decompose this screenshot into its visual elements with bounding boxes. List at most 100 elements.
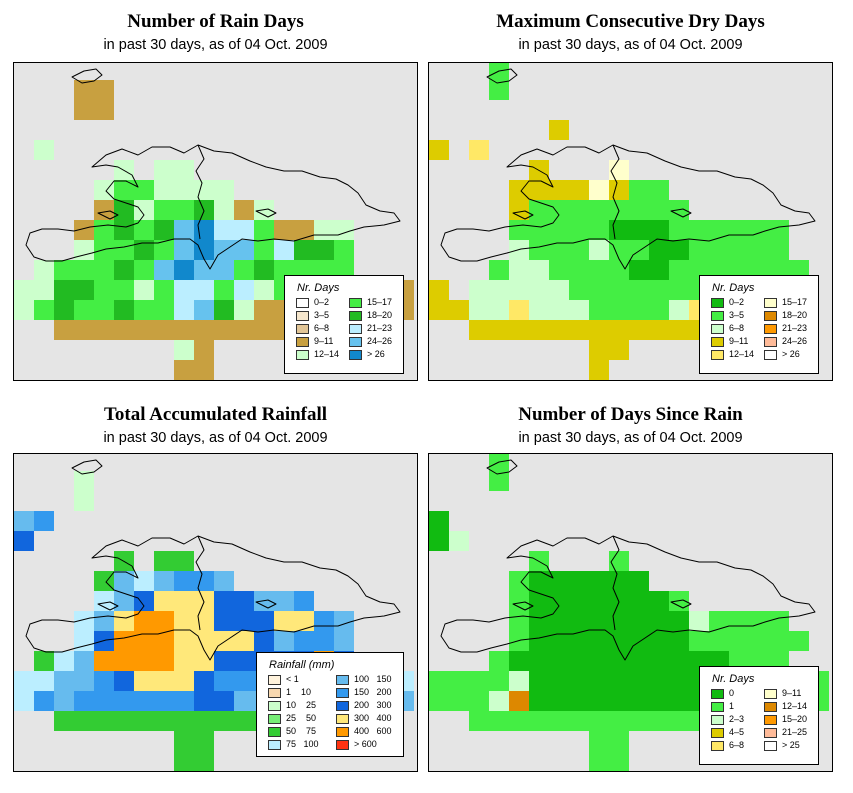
- grid-cell: [134, 711, 154, 731]
- grid-cell: [114, 220, 134, 240]
- grid-cell: [509, 651, 529, 671]
- legend-swatch: [336, 727, 349, 737]
- grid-cell: [114, 591, 134, 611]
- grid-cell: [529, 631, 549, 651]
- grid-cell: [254, 300, 274, 320]
- legend-label: 3–5: [729, 310, 745, 320]
- grid-cell: [234, 260, 254, 280]
- grid-cell: [134, 571, 154, 591]
- grid-cell: [449, 671, 469, 691]
- legend-swatch: [349, 350, 362, 360]
- grid-cell: [629, 320, 649, 340]
- grid-cell: [74, 691, 94, 711]
- grid-cell: [94, 651, 114, 671]
- grid-cell: [709, 631, 729, 651]
- grid-cell: [569, 571, 589, 591]
- legend-label: 24–26: [782, 336, 808, 346]
- grid-cell: [669, 260, 689, 280]
- grid-cell: [609, 240, 629, 260]
- grid-cell: [429, 511, 449, 531]
- legend-label: 21–23: [782, 323, 808, 333]
- grid-cell: [669, 320, 689, 340]
- grid-cell: [629, 571, 649, 591]
- grid-cell: [449, 531, 469, 551]
- grid-cell: [194, 340, 214, 360]
- grid-cell: [334, 240, 354, 260]
- grid-cell: [489, 320, 509, 340]
- grid-cell: [529, 260, 549, 280]
- grid-cell: [94, 571, 114, 591]
- legend-title: Nr. Days: [297, 282, 340, 294]
- grid-cell: [134, 611, 154, 631]
- legend-swatch: [296, 337, 309, 347]
- grid-cell: [529, 711, 549, 731]
- grid-cell: [589, 631, 609, 651]
- grid-cell: [134, 631, 154, 651]
- grid-cell: [154, 200, 174, 220]
- grid-cell: [34, 260, 54, 280]
- legend-swatch: [711, 311, 724, 321]
- grid-cell: [469, 280, 489, 300]
- grid-cell: [114, 180, 134, 200]
- grid-cell: [469, 671, 489, 691]
- legend-swatch: [336, 701, 349, 711]
- grid-cell: [649, 320, 669, 340]
- grid-cell: [529, 300, 549, 320]
- legend-label: 10 25: [286, 700, 317, 710]
- grid-cell: [549, 120, 569, 140]
- grid-cell: [134, 651, 154, 671]
- coastline: [486, 68, 518, 84]
- grid-cell: [274, 631, 294, 651]
- grid-cell: [649, 651, 669, 671]
- legend-swatch: [296, 298, 309, 308]
- grid-cell: [254, 611, 274, 631]
- grid-cell: [174, 360, 194, 380]
- grid-cell: [569, 320, 589, 340]
- grid-cell: [689, 220, 709, 240]
- grid-cell: [214, 240, 234, 260]
- grid-cell: [34, 651, 54, 671]
- grid-cell: [194, 631, 214, 651]
- grid-cell: [54, 280, 74, 300]
- legend-swatch: [336, 688, 349, 698]
- grid-cell: [569, 200, 589, 220]
- legend-swatch: [764, 350, 777, 360]
- grid-cell: [629, 180, 649, 200]
- grid-cell: [549, 651, 569, 671]
- grid-cell: [549, 200, 569, 220]
- grid-cell: [14, 511, 34, 531]
- grid-cell: [234, 591, 254, 611]
- legend-label: 18–20: [367, 310, 393, 320]
- grid-cell: [769, 611, 789, 631]
- grid-cell: [94, 100, 114, 120]
- legend-swatch: [711, 337, 724, 347]
- grid-cell: [74, 471, 94, 491]
- coastline: [25, 535, 401, 661]
- grid-cell: [569, 220, 589, 240]
- grid-cell: [609, 711, 629, 731]
- grid-cell: [609, 751, 629, 771]
- coastline: [25, 144, 401, 270]
- grid-cell: [254, 260, 274, 280]
- grid-cell: [154, 220, 174, 240]
- grid-cell: [509, 320, 529, 340]
- grid-cell: [74, 611, 94, 631]
- grid-cell: [134, 671, 154, 691]
- grid-cell: [74, 280, 94, 300]
- grid-cell: [234, 611, 254, 631]
- grid-cell: [274, 240, 294, 260]
- grid-cell: [429, 300, 449, 320]
- grid-cell: [629, 240, 649, 260]
- grid-cell: [134, 200, 154, 220]
- coastline: [440, 535, 816, 661]
- grid-cell: [529, 611, 549, 631]
- grid-cell: [569, 711, 589, 731]
- grid-cell: [589, 180, 609, 200]
- grid-cell: [649, 260, 669, 280]
- grid-cell: [254, 280, 274, 300]
- grid-cell: [589, 280, 609, 300]
- grid-cell: [769, 240, 789, 260]
- grid-cell: [469, 300, 489, 320]
- legend-label: 12–14: [782, 701, 808, 711]
- grid-cell: [489, 651, 509, 671]
